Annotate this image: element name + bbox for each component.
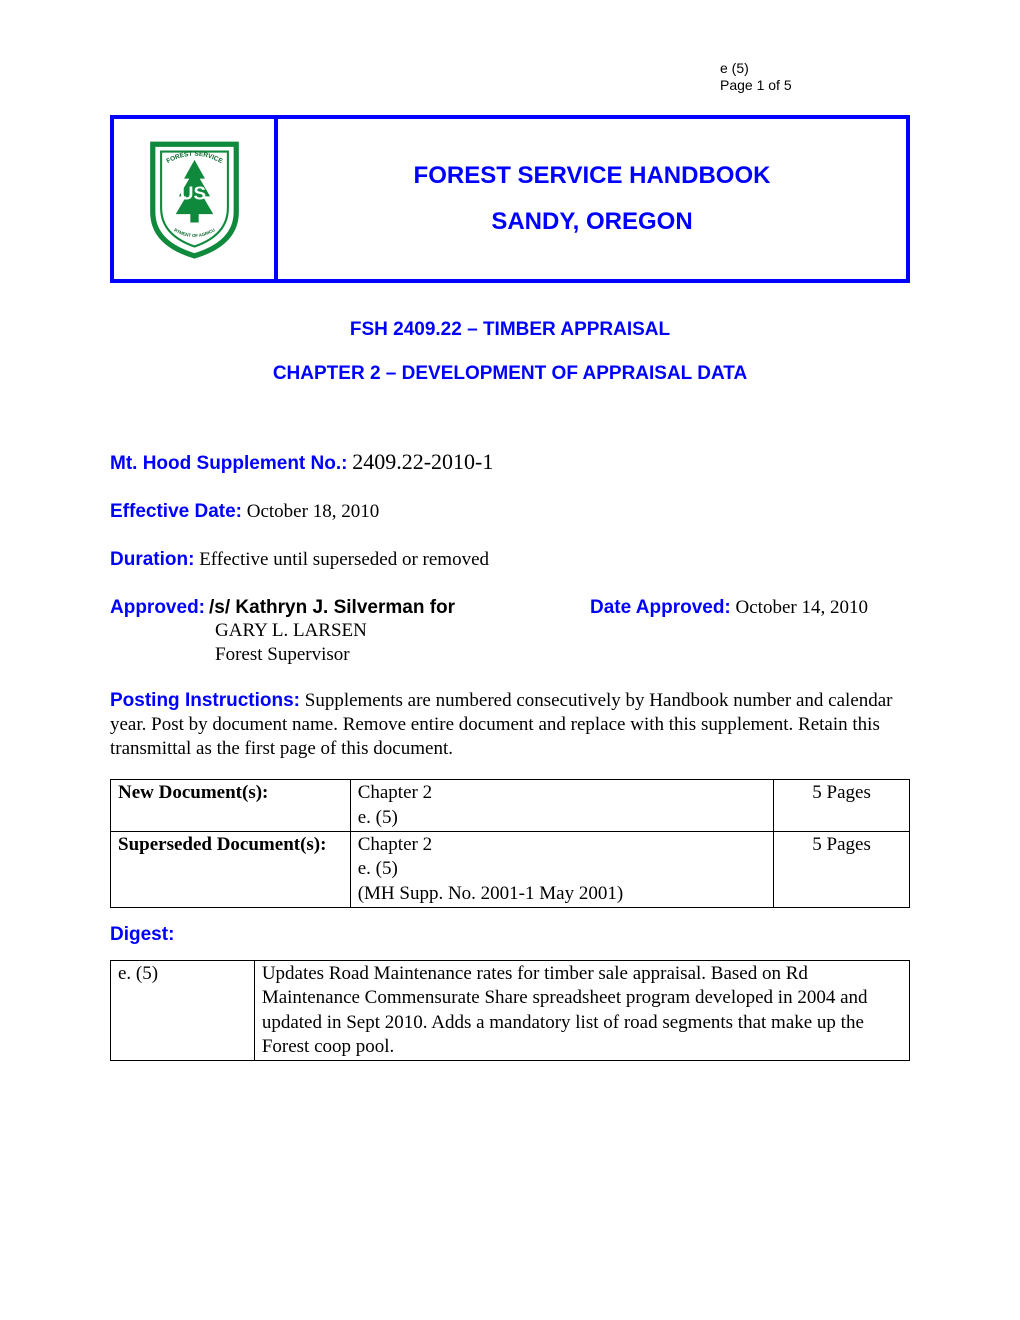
- superseded-docs-pages: 5 Pages: [774, 832, 910, 908]
- supplement-row: Mt. Hood Supplement No.: 2409.22-2010-1: [110, 449, 910, 475]
- chapter-title: CHAPTER 2 – DEVELOPMENT OF APPRAISAL DAT…: [110, 363, 910, 385]
- superseded-docs-label: Superseded Document(s):: [111, 832, 351, 908]
- table-row: e. (5) Updates Road Maintenance rates fo…: [111, 961, 910, 1061]
- document-page: e (5) Page 1 of 5 US FOREST SERVICE RTME…: [0, 0, 1020, 1320]
- handbook-location: SANDY, OREGON: [491, 208, 692, 236]
- table-row: New Document(s): Chapter 2 e. (5) 5 Page…: [111, 780, 910, 832]
- duration-label: Duration:: [110, 549, 194, 570]
- logo-center-text: US: [179, 183, 205, 204]
- approved-left: Approved: /s/ Kathryn J. Silverman for G…: [110, 597, 570, 667]
- new-docs-pages: 5 Pages: [774, 780, 910, 832]
- effective-date-label: Effective Date:: [110, 501, 242, 522]
- approved-signer-text: /s/ Kathryn J. Silverman for: [209, 597, 455, 618]
- digest-code: e. (5): [111, 961, 255, 1061]
- forest-service-shield-icon: US FOREST SERVICE RTMENT OF AGRICU: [142, 139, 247, 259]
- table-row: Superseded Document(s): Chapter 2 e. (5)…: [111, 832, 910, 908]
- page-number: Page 1 of 5: [720, 77, 792, 94]
- approved-title: Forest Supervisor: [215, 643, 570, 667]
- cell-line: Chapter 2: [358, 782, 432, 803]
- fsh-title: FSH 2409.22 – TIMBER APPRAISAL: [110, 319, 910, 341]
- approved-row: Approved: /s/ Kathryn J. Silverman for G…: [110, 597, 910, 667]
- supplement-label: Mt. Hood Supplement No.:: [110, 453, 347, 474]
- documents-table: New Document(s): Chapter 2 e. (5) 5 Page…: [110, 779, 910, 908]
- new-docs-value: Chapter 2 e. (5): [350, 780, 773, 832]
- cell-line: e. (5): [358, 807, 398, 828]
- digest-label: Digest:: [110, 924, 910, 946]
- effective-date-row: Effective Date: October 18, 2010: [110, 501, 910, 523]
- title-block: US FOREST SERVICE RTMENT OF AGRICU FORES…: [110, 115, 910, 283]
- date-approved-block: Date Approved: October 14, 2010: [590, 597, 910, 619]
- supplement-value-text: 2409.22-2010-1: [352, 449, 493, 474]
- date-approved-label: Date Approved:: [590, 597, 731, 618]
- header-meta: e (5) Page 1 of 5: [720, 60, 792, 94]
- cell-line: Chapter 2: [358, 834, 432, 855]
- approved-name: GARY L. LARSEN: [215, 619, 570, 643]
- duration-text: Effective until superseded or removed: [199, 549, 489, 570]
- new-docs-label: New Document(s):: [111, 780, 351, 832]
- approved-label: Approved:: [110, 597, 205, 618]
- cell-line: (MH Supp. No. 2001-1 May 2001): [358, 883, 623, 904]
- digest-text: Updates Road Maintenance rates for timbe…: [254, 961, 909, 1061]
- cell-line: e. (5): [358, 858, 398, 879]
- superseded-docs-value: Chapter 2 e. (5) (MH Supp. No. 2001-1 Ma…: [350, 832, 773, 908]
- digest-table: e. (5) Updates Road Maintenance rates fo…: [110, 960, 910, 1061]
- handbook-title: FOREST SERVICE HANDBOOK: [414, 162, 771, 190]
- duration-row: Duration: Effective until superseded or …: [110, 549, 910, 571]
- title-cell: FOREST SERVICE HANDBOOK SANDY, OREGON: [278, 119, 906, 279]
- date-approved-value: October 14, 2010: [736, 597, 868, 618]
- posting-label: Posting Instructions:: [110, 690, 300, 711]
- logo-cell: US FOREST SERVICE RTMENT OF AGRICU: [114, 119, 278, 279]
- header-code: e (5): [720, 60, 792, 77]
- effective-date-text: October 18, 2010: [247, 501, 379, 522]
- posting-instructions: Posting Instructions: Supplements are nu…: [110, 689, 910, 762]
